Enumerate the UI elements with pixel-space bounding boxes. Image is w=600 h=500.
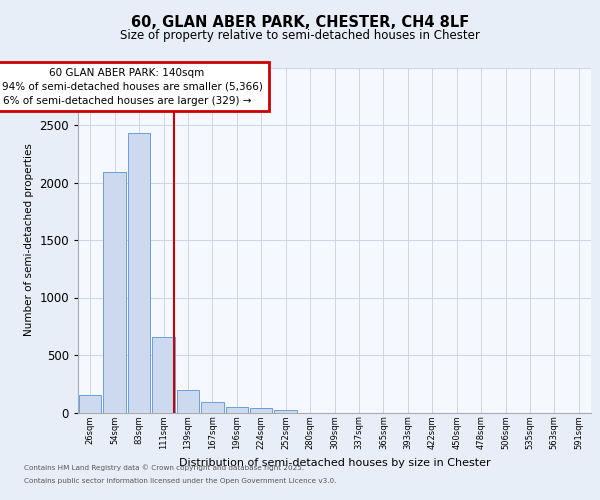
Y-axis label: Number of semi-detached properties: Number of semi-detached properties xyxy=(24,144,34,336)
Text: 60, GLAN ABER PARK, CHESTER, CH4 8LF: 60, GLAN ABER PARK, CHESTER, CH4 8LF xyxy=(131,15,469,30)
Bar xyxy=(201,402,224,412)
Text: Contains HM Land Registry data © Crown copyright and database right 2025.: Contains HM Land Registry data © Crown c… xyxy=(24,464,304,470)
Bar xyxy=(152,336,175,412)
Bar xyxy=(274,410,297,412)
Bar xyxy=(103,172,126,412)
Bar xyxy=(79,394,101,412)
Bar xyxy=(226,407,248,412)
Text: Contains public sector information licensed under the Open Government Licence v3: Contains public sector information licen… xyxy=(24,478,337,484)
Bar xyxy=(250,408,272,412)
Bar xyxy=(176,390,199,412)
Bar xyxy=(128,133,151,412)
Text: Size of property relative to semi-detached houses in Chester: Size of property relative to semi-detach… xyxy=(120,29,480,42)
X-axis label: Distribution of semi-detached houses by size in Chester: Distribution of semi-detached houses by … xyxy=(179,458,490,468)
Text: 60 GLAN ABER PARK: 140sqm
← 94% of semi-detached houses are smaller (5,366)
6% o: 60 GLAN ABER PARK: 140sqm ← 94% of semi-… xyxy=(0,68,263,106)
